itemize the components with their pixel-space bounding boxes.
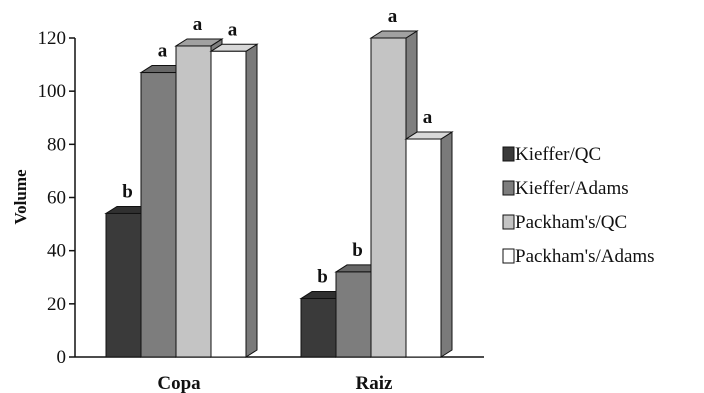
bar: a (209, 19, 259, 358)
x-tick-label: Copa (157, 373, 201, 393)
bar-front (335, 271, 372, 358)
y-tick-label: 20 (47, 294, 66, 315)
y-ticks: 0 20 40 60 80 100 120 (38, 28, 75, 368)
bar-front (370, 37, 407, 358)
bar-front (300, 298, 337, 358)
bar-front (210, 50, 247, 358)
bar: a (404, 107, 454, 358)
legend-label: Kieffer/Adams (515, 178, 629, 199)
legend-swatch (502, 214, 515, 230)
legend: Kieffer/QC Kieffer/Adams Packham's/QC Packh… (502, 144, 655, 267)
significance-letter: b (352, 240, 363, 261)
legend-item: Packham's/QC (502, 212, 627, 233)
bar-front (105, 212, 142, 358)
y-tick-label: 120 (38, 28, 67, 49)
y-axis: 0 20 40 60 80 100 120 (38, 28, 76, 368)
legend-item: Kieffer/Adams (502, 178, 629, 199)
legend-item: Packham's/Adams (502, 246, 655, 267)
significance-letter: a (388, 6, 398, 27)
bar-side (245, 43, 258, 358)
y-tick-label: 80 (47, 134, 66, 155)
legend-swatch (502, 146, 515, 162)
legend-swatch (502, 248, 515, 264)
legend-label: Packham's/QC (515, 212, 627, 233)
bars: b a a a b b a a (104, 6, 454, 358)
y-tick-label: 40 (47, 241, 66, 262)
significance-letter: a (158, 41, 168, 62)
y-axis-title: Volume (11, 169, 30, 225)
significance-letter: a (228, 19, 238, 40)
significance-letter: b (317, 267, 328, 288)
legend-item: Kieffer/QC (502, 144, 601, 165)
bar-front (405, 138, 442, 358)
legend-swatch (502, 180, 515, 196)
bar-side (440, 131, 453, 358)
y-tick-label: 100 (38, 81, 67, 102)
bar-front (175, 45, 212, 358)
bar-front (140, 72, 177, 358)
x-tick-label: Raiz (356, 373, 394, 393)
significance-letter: a (423, 107, 433, 128)
significance-letter: a (193, 14, 203, 35)
y-tick-label: 60 (47, 188, 66, 209)
significance-letter: b (122, 181, 133, 202)
category-labels: Copa Raiz (157, 373, 393, 393)
y-tick-label: 0 (57, 347, 67, 368)
legend-label: Kieffer/QC (515, 144, 601, 165)
legend-label: Packham's/Adams (515, 246, 655, 267)
